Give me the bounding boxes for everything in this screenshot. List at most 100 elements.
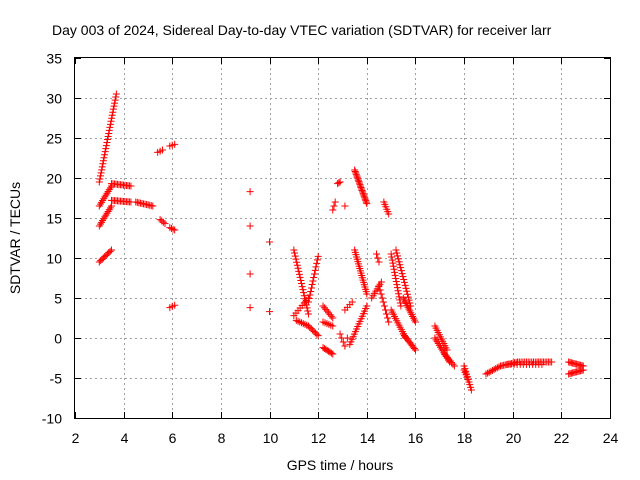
x-tick-label: 10 (263, 430, 279, 446)
data-point (484, 369, 492, 377)
data-point (329, 322, 337, 330)
data-point (292, 255, 300, 263)
data-point (401, 281, 409, 289)
data-point (397, 264, 405, 272)
data-point (266, 238, 274, 246)
data-point (495, 363, 503, 371)
data-point (384, 314, 392, 322)
data-point (391, 271, 399, 279)
data-point (359, 189, 367, 197)
data-point (171, 140, 179, 148)
data-point (102, 191, 110, 199)
data-point (246, 304, 254, 312)
data-point (399, 273, 407, 281)
data-point (314, 332, 322, 340)
data-point (467, 386, 475, 394)
data-point (98, 163, 106, 171)
data-point (482, 370, 490, 378)
data-point (335, 179, 343, 187)
y-tick-label: 20 (46, 171, 62, 187)
data-point (579, 366, 587, 374)
data-point (353, 172, 361, 180)
data-point (171, 301, 179, 309)
data-point (379, 298, 387, 306)
data-point (377, 278, 385, 286)
data-point (400, 278, 408, 286)
data-point (380, 302, 388, 310)
data-point (375, 282, 383, 290)
data-point (300, 292, 308, 300)
data-point (98, 218, 106, 226)
data-point (103, 189, 111, 197)
data-point (101, 151, 109, 159)
data-point (298, 283, 306, 291)
data-point (112, 90, 120, 98)
data-point (385, 210, 393, 218)
data-point (355, 178, 363, 186)
data-point (341, 202, 349, 210)
data-point (97, 169, 105, 177)
data-point (348, 298, 356, 306)
data-point (397, 302, 405, 310)
data-point (361, 195, 369, 203)
data-point (108, 114, 116, 122)
data-point (296, 318, 304, 326)
data-point (299, 320, 307, 328)
data-point (374, 254, 382, 262)
plot-frame (74, 57, 611, 419)
x-tick-label: 18 (457, 430, 473, 446)
data-point (101, 193, 109, 201)
data-point (360, 192, 368, 200)
data-point (305, 294, 313, 302)
data-point (356, 182, 364, 190)
data-point (403, 287, 411, 295)
data-point (309, 277, 317, 285)
data-point (295, 270, 303, 278)
data-point (385, 318, 393, 326)
data-point (410, 345, 418, 353)
data-point (341, 342, 349, 350)
x-tick-label: 16 (408, 430, 424, 446)
data-point (383, 310, 391, 318)
data-point (392, 246, 400, 254)
data-point (354, 176, 362, 184)
data-point (298, 280, 306, 288)
data-point (354, 175, 362, 183)
data-point (109, 105, 117, 113)
data-point (336, 330, 344, 338)
data-point (411, 346, 419, 354)
data-point (358, 186, 366, 194)
data-point (306, 291, 314, 299)
data-point (106, 120, 114, 128)
data-point (356, 181, 364, 189)
data-point (98, 198, 106, 206)
data-point (110, 102, 118, 110)
data-point (492, 365, 500, 373)
data-point (105, 126, 113, 134)
data-point (108, 111, 116, 119)
data-point (393, 281, 401, 289)
data-point (295, 267, 303, 275)
data-point (352, 170, 360, 178)
data-point (246, 188, 254, 196)
data-point (104, 132, 112, 140)
data-point (353, 173, 361, 181)
data-point (111, 96, 119, 104)
data-point (102, 211, 110, 219)
data-point (363, 290, 371, 298)
x-tick-label: 6 (169, 430, 177, 446)
data-point (389, 259, 397, 267)
data-point (395, 258, 403, 266)
x-tick-label: 12 (311, 430, 327, 446)
data-point (161, 220, 169, 228)
data-point (100, 215, 108, 223)
data-point (95, 202, 103, 210)
data-point (327, 349, 335, 357)
data-point (296, 273, 304, 281)
y-tick-label: 0 (54, 331, 62, 347)
data-point (303, 304, 311, 312)
data-point (104, 136, 112, 144)
data-point (329, 350, 337, 358)
data-point (293, 258, 301, 266)
data-point (351, 166, 359, 174)
